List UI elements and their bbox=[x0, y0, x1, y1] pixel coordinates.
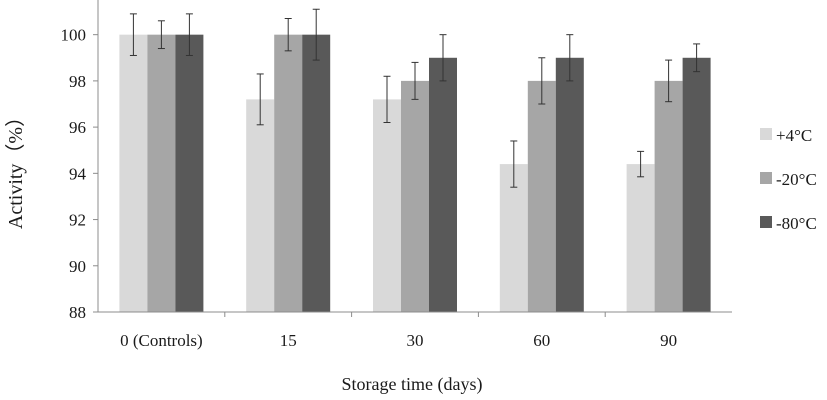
y-tick-label: 88 bbox=[69, 303, 86, 322]
bar bbox=[147, 34, 176, 313]
x-axis-ticks: 0 (Controls) 15 30 60 90 bbox=[120, 312, 677, 350]
x-tick-label: 15 bbox=[280, 331, 297, 350]
legend-label: -20°C bbox=[776, 170, 817, 189]
y-tick-label: 90 bbox=[69, 257, 86, 276]
bar bbox=[401, 80, 429, 312]
y-tick-label: 98 bbox=[69, 72, 86, 91]
legend-swatch bbox=[760, 172, 772, 184]
bar bbox=[373, 99, 401, 312]
bar bbox=[246, 99, 275, 312]
bar bbox=[119, 34, 148, 313]
bar bbox=[654, 80, 683, 312]
legend-label: -80°C bbox=[776, 214, 817, 233]
y-tick-label: 96 bbox=[69, 118, 86, 137]
x-tick-label: 90 bbox=[660, 331, 677, 350]
legend-label: +4°C bbox=[776, 126, 812, 145]
bar bbox=[626, 164, 655, 312]
bar bbox=[499, 164, 528, 312]
legend: +4°C -20°C -80°C bbox=[760, 126, 817, 233]
y-tick-label: 100 bbox=[61, 26, 87, 45]
bar bbox=[555, 57, 584, 313]
y-tick-label: 94 bbox=[69, 164, 87, 183]
legend-swatch bbox=[760, 216, 772, 228]
bar bbox=[527, 80, 556, 312]
error-bars-layer bbox=[129, 8, 701, 188]
y-axis-label: Activity（%） bbox=[4, 107, 27, 229]
bars-layer bbox=[119, 34, 711, 313]
y-tick-label: 92 bbox=[69, 211, 86, 230]
x-tick-label: 0 (Controls) bbox=[120, 331, 203, 350]
bar bbox=[429, 57, 457, 313]
x-axis-label: Storage time (days) bbox=[342, 374, 483, 395]
bar bbox=[175, 34, 204, 313]
legend-swatch bbox=[760, 128, 772, 140]
x-tick-label: 60 bbox=[533, 331, 550, 350]
x-tick-label: 30 bbox=[407, 331, 424, 350]
y-axis-ticks: 88 90 92 94 96 98 100 bbox=[61, 26, 98, 322]
bar bbox=[302, 34, 331, 313]
bar bbox=[274, 34, 303, 313]
bar bbox=[682, 57, 711, 313]
